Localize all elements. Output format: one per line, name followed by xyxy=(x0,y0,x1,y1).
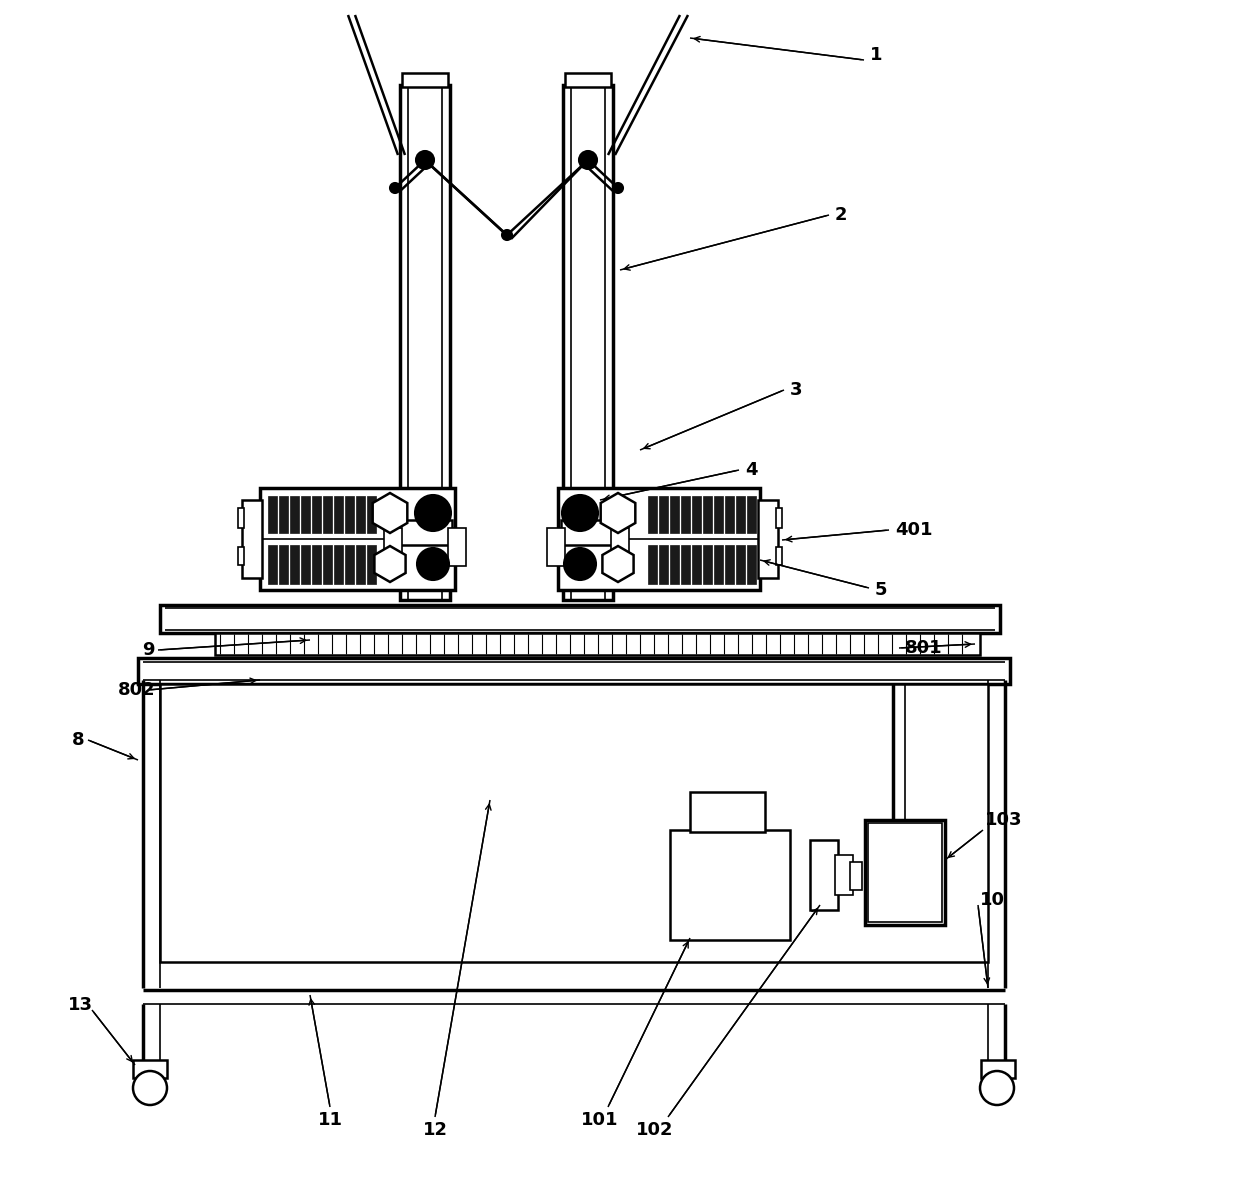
Bar xyxy=(611,529,629,566)
Bar xyxy=(692,497,701,533)
Circle shape xyxy=(417,547,449,579)
Bar xyxy=(758,500,777,578)
Bar xyxy=(215,633,980,655)
Bar xyxy=(160,606,999,633)
Bar xyxy=(312,545,321,584)
Bar xyxy=(558,488,760,590)
Bar xyxy=(384,529,402,566)
Bar xyxy=(658,497,668,533)
Bar xyxy=(260,488,455,590)
Bar xyxy=(401,85,450,600)
Bar xyxy=(160,684,988,962)
Bar xyxy=(649,545,657,584)
Text: 802: 802 xyxy=(118,681,156,699)
Bar xyxy=(703,497,712,533)
Text: 1: 1 xyxy=(870,46,883,64)
Bar xyxy=(835,856,853,895)
Bar xyxy=(868,824,942,922)
Bar xyxy=(268,545,277,584)
Circle shape xyxy=(133,1071,167,1104)
Bar xyxy=(714,545,723,584)
Bar xyxy=(725,545,734,584)
Bar xyxy=(448,529,466,566)
Bar xyxy=(367,545,376,584)
Bar xyxy=(138,658,1011,684)
Text: 4: 4 xyxy=(745,461,758,479)
Bar xyxy=(398,520,453,545)
Text: 10: 10 xyxy=(980,891,1004,909)
Bar xyxy=(560,520,615,545)
Bar xyxy=(670,830,790,940)
Text: 12: 12 xyxy=(423,1121,448,1139)
Bar xyxy=(356,545,365,584)
Bar xyxy=(810,840,838,910)
Bar xyxy=(547,529,565,566)
Bar xyxy=(703,545,712,584)
Bar xyxy=(776,547,782,565)
Bar xyxy=(238,547,244,565)
Bar xyxy=(402,73,448,87)
Bar xyxy=(279,545,288,584)
Text: 401: 401 xyxy=(895,521,932,539)
Circle shape xyxy=(564,547,596,579)
Bar xyxy=(746,545,756,584)
Text: 9: 9 xyxy=(143,641,155,659)
Bar xyxy=(312,497,321,533)
Text: 2: 2 xyxy=(835,206,847,224)
Circle shape xyxy=(579,150,596,169)
Text: 8: 8 xyxy=(72,731,84,749)
Circle shape xyxy=(613,182,622,193)
Bar xyxy=(714,497,723,533)
Bar xyxy=(737,545,745,584)
Circle shape xyxy=(415,495,451,531)
Circle shape xyxy=(980,1071,1014,1104)
Bar xyxy=(345,545,353,584)
Text: 11: 11 xyxy=(317,1112,342,1129)
Bar xyxy=(866,820,945,925)
Text: 801: 801 xyxy=(905,639,942,656)
Text: 13: 13 xyxy=(68,997,93,1014)
Bar xyxy=(981,1061,1016,1078)
Bar xyxy=(681,497,689,533)
Bar xyxy=(563,85,613,600)
Bar xyxy=(565,73,611,87)
Bar xyxy=(238,508,244,529)
Bar xyxy=(689,792,765,832)
Bar xyxy=(133,1061,167,1078)
Bar xyxy=(279,497,288,533)
Circle shape xyxy=(415,150,434,169)
Bar xyxy=(746,497,756,533)
Text: 101: 101 xyxy=(582,1112,619,1129)
Bar xyxy=(334,545,343,584)
Bar xyxy=(658,545,668,584)
Bar xyxy=(849,861,862,890)
Text: 3: 3 xyxy=(790,382,802,399)
Bar xyxy=(725,497,734,533)
Bar xyxy=(301,497,310,533)
Bar xyxy=(242,500,262,578)
Text: 102: 102 xyxy=(636,1121,673,1139)
Bar xyxy=(268,497,277,533)
Bar xyxy=(670,545,680,584)
Circle shape xyxy=(391,182,401,193)
Bar xyxy=(334,497,343,533)
Bar xyxy=(356,497,365,533)
Bar xyxy=(367,497,376,533)
Bar xyxy=(301,545,310,584)
Bar xyxy=(290,497,299,533)
Bar xyxy=(670,497,680,533)
Bar xyxy=(322,497,332,533)
Text: 103: 103 xyxy=(985,811,1023,830)
Bar xyxy=(649,497,657,533)
Bar xyxy=(776,508,782,529)
Circle shape xyxy=(562,495,598,531)
Text: 5: 5 xyxy=(875,581,888,598)
Bar xyxy=(692,545,701,584)
Bar xyxy=(322,545,332,584)
Bar xyxy=(345,497,353,533)
Bar xyxy=(681,545,689,584)
Circle shape xyxy=(502,230,512,241)
Bar xyxy=(290,545,299,584)
Bar xyxy=(737,497,745,533)
